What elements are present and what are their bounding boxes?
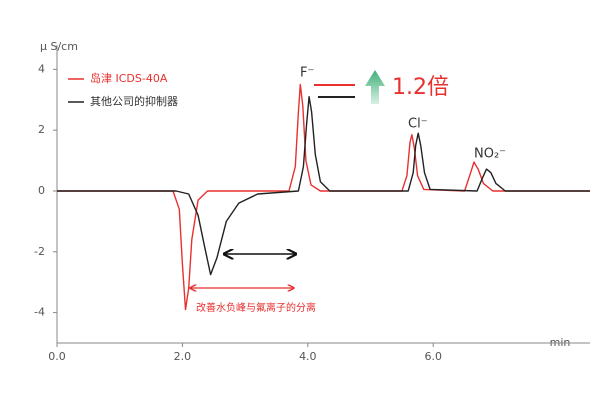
legend-label: 岛津 ICDS-40A — [90, 71, 168, 85]
y-tick-label: 0 — [38, 184, 45, 197]
legend-label: 其他公司的抑制器 — [90, 94, 178, 108]
peak-label: NO₂⁻ — [474, 147, 506, 162]
peak-label: Cl⁻ — [408, 117, 428, 132]
y-tick-label: 4 — [38, 62, 45, 75]
y-axis-label: μ S/cm — [40, 40, 78, 53]
ratio-label: 1.2倍 — [392, 75, 449, 100]
x-tick-label: 4.0 — [299, 350, 317, 363]
y-tick-label: -4 — [34, 306, 45, 319]
peak-label: F⁻ — [300, 66, 314, 81]
series-line — [57, 96, 590, 276]
y-tick-label: -2 — [34, 245, 45, 258]
annotation: 改善水负峰与氟离子的分离 — [196, 301, 316, 314]
x-tick-label: 0.0 — [48, 350, 66, 363]
y-tick-label: 2 — [38, 123, 45, 136]
series-line — [57, 83, 590, 311]
x-tick-label: 2.0 — [174, 350, 192, 363]
x-tick-label: 6.0 — [424, 350, 442, 363]
increase-arrow — [365, 70, 385, 104]
